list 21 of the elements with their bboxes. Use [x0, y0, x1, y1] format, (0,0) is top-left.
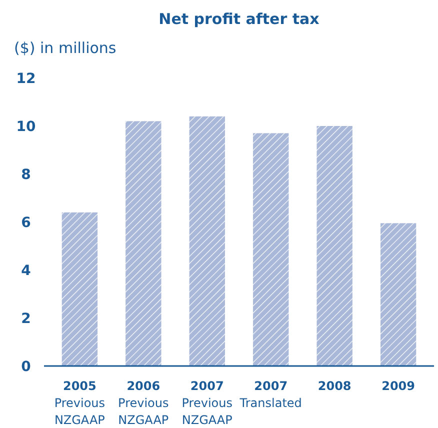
- y-axis-title: ($) in millions: [14, 39, 116, 57]
- x-tick-label: 2009: [382, 379, 416, 393]
- bar: [253, 133, 289, 366]
- x-tick-label: 2006 Previous NZGAAP: [118, 379, 169, 427]
- y-tick-label: 8: [21, 166, 31, 183]
- x-tick-label: 2007 Previous NZGAAP: [182, 379, 232, 427]
- chart-title: Net profit after tax: [158, 10, 320, 28]
- bar: [62, 212, 98, 366]
- bar: [380, 223, 416, 366]
- bar: [126, 121, 162, 366]
- y-tick-label: 6: [21, 214, 31, 231]
- x-tick-label: 2005 Previous NZGAAP: [54, 379, 106, 427]
- y-tick-label: 2: [21, 310, 31, 327]
- bar: [189, 116, 225, 366]
- y-tick-label: 12: [16, 70, 36, 87]
- bar: [316, 126, 352, 366]
- x-tick-label: 2007 Translated: [238, 379, 302, 410]
- y-tick-label: 4: [21, 262, 32, 279]
- x-tick-label: 2008: [318, 379, 352, 393]
- y-tick-label: 0: [21, 358, 32, 375]
- y-tick-label: 10: [16, 118, 36, 135]
